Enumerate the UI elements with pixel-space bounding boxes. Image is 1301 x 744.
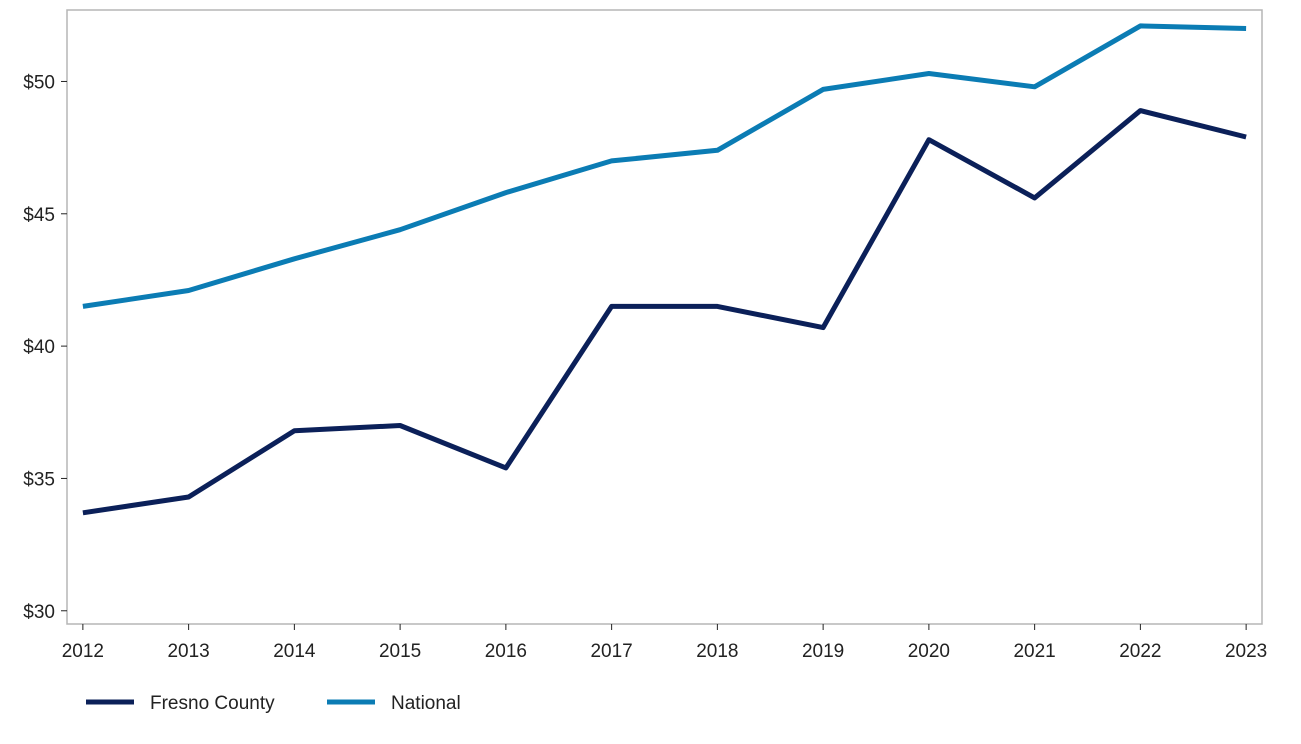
series-line-fresno-county (82, 108, 1247, 516)
plot-frame (66, 9, 1263, 625)
y-tick-label: $45 (23, 205, 55, 226)
y-tick-label: $35 (23, 469, 55, 490)
x-tick-label: 2021 (1013, 641, 1055, 662)
x-tick-label: 2014 (273, 641, 316, 662)
x-axis: 2012 2013 2014 2015 2016 2017 2018 2019 2020 2021… (62, 624, 1267, 662)
legend-label-fresno-county: Fresno County (150, 693, 275, 714)
y-axis: $30 $35 $40 $45 $50 (23, 72, 67, 623)
x-tick-label: 2015 (379, 641, 421, 662)
x-tick-label: 2016 (485, 641, 527, 662)
x-tick-label: 2013 (167, 641, 209, 662)
x-tick-label: 2017 (590, 641, 632, 662)
x-tick-label: 2022 (1119, 641, 1161, 662)
series-line-national (82, 23, 1247, 309)
series-layer (82, 23, 1247, 516)
y-tick-label: $30 (23, 602, 55, 623)
legend: Fresno County National (86, 693, 461, 714)
x-tick-label: 2020 (908, 641, 950, 662)
y-tick-label: $50 (23, 72, 55, 93)
x-tick-label: 2012 (62, 641, 104, 662)
x-tick-label: 2019 (802, 641, 844, 662)
x-tick-label: 2023 (1225, 641, 1267, 662)
x-tick-label: 2018 (696, 641, 738, 662)
legend-label-national: National (391, 693, 461, 714)
y-tick-label: $40 (23, 337, 55, 358)
